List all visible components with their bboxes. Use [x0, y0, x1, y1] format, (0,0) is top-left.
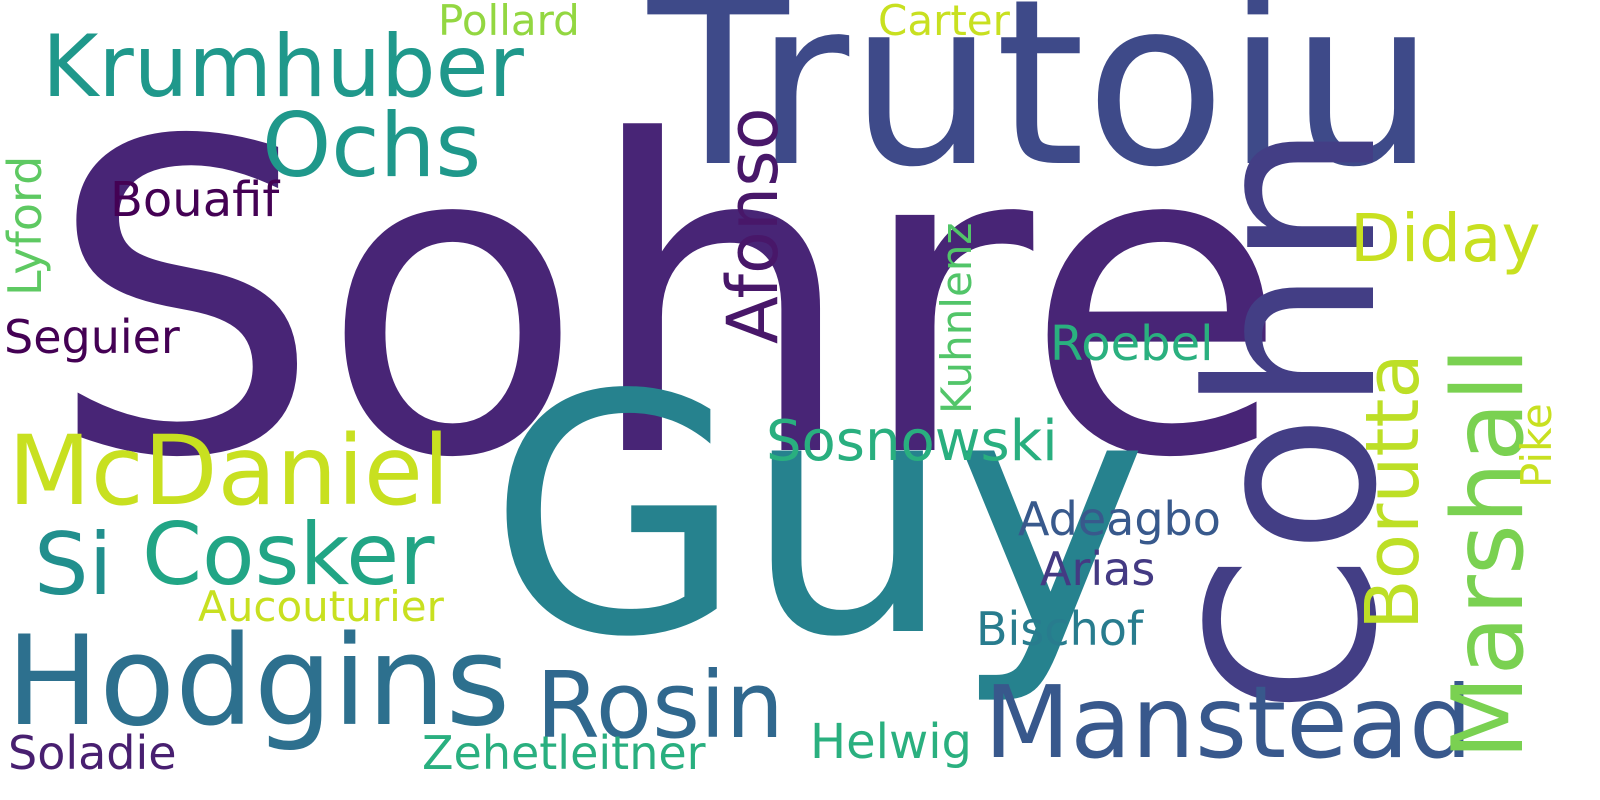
word-guy: Guy [488, 325, 1149, 709]
word-bischof: Bischof [976, 602, 1144, 656]
word-helwig: Helwig [810, 714, 973, 770]
word-arias: Arias [1040, 542, 1156, 596]
word-pike: Pike [1512, 403, 1561, 488]
word-pollard: Pollard [438, 0, 580, 45]
word-lyford: Lyford [0, 155, 52, 296]
word-mcdaniel: McDaniel [8, 415, 450, 527]
word-adeagbo: Adeagbo [1018, 492, 1221, 546]
word-afonso: Afonso [712, 107, 794, 344]
word-hodgins: Hodgins [6, 610, 511, 754]
word-kuhnlenz: Kuhnlenz [932, 222, 981, 414]
word-soladie: Soladie [8, 726, 177, 780]
word-trutoiu: Trutoiu [648, 0, 1436, 218]
word-borutta: Borutta [1350, 353, 1436, 630]
word-rosin: Rosin [536, 652, 784, 759]
word-sohre: Sohre [48, 52, 1289, 552]
word-sosnowski: Sosnowski [766, 409, 1058, 474]
word-carter: Carter [878, 0, 1010, 45]
word-aucouturier: Aucouturier [198, 582, 444, 631]
word-diday: Diday [1350, 200, 1541, 277]
word-manstead: Manstead [984, 664, 1473, 781]
word-krumhuber: Krumhuber [42, 17, 524, 117]
word-si: Si [34, 515, 113, 615]
word-ochs: Ochs [262, 94, 482, 197]
word-zehetleitner: Zehetleitner [422, 726, 706, 780]
word-bouafif: Bouafif [110, 172, 280, 228]
word-seguier: Seguier [4, 310, 180, 364]
word-cosker: Cosker [142, 505, 435, 605]
word-roebel: Roebel [1050, 316, 1214, 372]
